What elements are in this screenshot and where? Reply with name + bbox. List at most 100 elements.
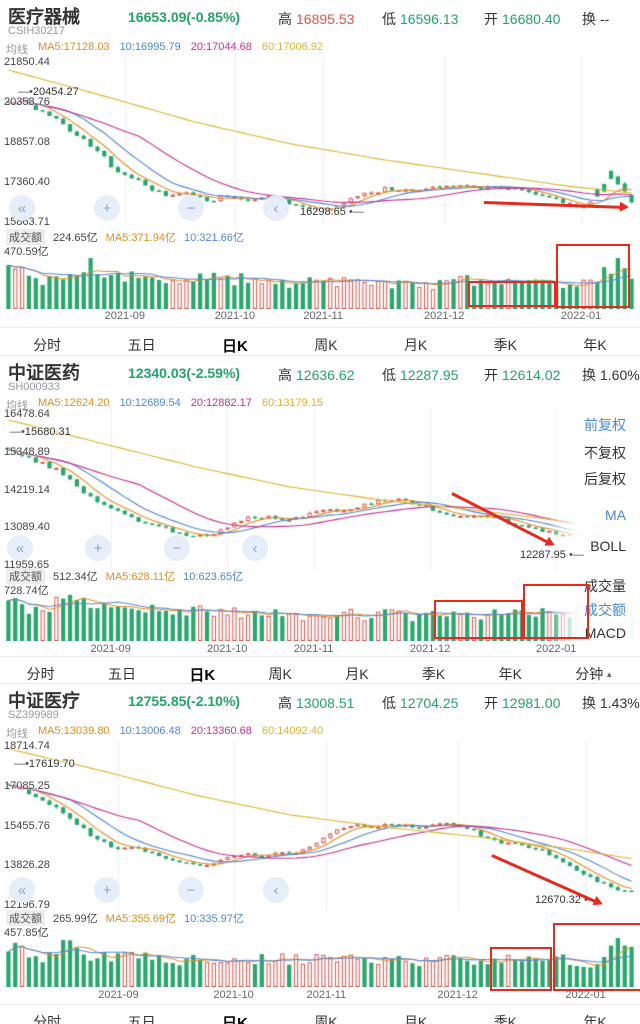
high-pair: 高 12636.62 (278, 365, 354, 385)
rewind-button[interactable]: « (9, 877, 35, 903)
low-annotation: 12287.95 •— (520, 549, 584, 561)
volume-max-label: 728.74亿 (4, 585, 49, 597)
menu-not-adjusted[interactable]: 不复权 (582, 442, 628, 464)
index-code: SZ399989 (8, 709, 59, 721)
volume-chart-canvas[interactable] (0, 587, 640, 641)
highlight-box (434, 600, 523, 639)
rewind-button[interactable]: « (7, 535, 33, 561)
tab-weekly-k[interactable]: 周K (268, 666, 292, 682)
turnover-label: 换 (582, 695, 596, 711)
tab-quarterly-k[interactable]: 季K (421, 666, 446, 682)
date-axis: 2021-09 2021-10 2021-11 2021-12 2022-01 (0, 989, 640, 1003)
tab-monthly-k[interactable]: 月K (403, 1014, 428, 1024)
tab-five-day[interactable]: 五日 (108, 666, 137, 682)
x-axis-label: 2021-11 (293, 643, 334, 655)
tab-five-day[interactable]: 五日 (127, 1014, 156, 1024)
x-axis-label: 2022-01 (560, 310, 602, 322)
y-axis-label: 18857.08 (4, 135, 50, 148)
zoom-out-button[interactable]: − (178, 877, 204, 903)
y-axis-label: 16478.64 (4, 408, 50, 420)
zoom-in-button[interactable]: + (85, 535, 111, 561)
menu-forward-adjusted[interactable]: 前复权 (582, 414, 628, 436)
tab-quarterly-k[interactable]: 季K (493, 1014, 518, 1024)
menu-ma[interactable]: MA (603, 506, 628, 524)
high-value: 16895.53 (296, 11, 355, 27)
volume-ma10: 10:321.66亿 (183, 232, 244, 244)
step-back-button[interactable]: ‹ (263, 877, 289, 903)
menu-turnover-amount[interactable]: 成交额 (582, 599, 628, 621)
zoom-in-button[interactable]: + (94, 877, 120, 903)
menu-boll[interactable]: BOLL (588, 537, 628, 555)
ma20-value: 20:13360.68 (190, 725, 252, 737)
date-axis: 2021-09 2021-10 2021-11 2021-12 2022-01 (0, 643, 640, 657)
tab-daily-k[interactable]: 日K (222, 1012, 248, 1024)
zoom-out-button[interactable]: − (178, 195, 204, 221)
volume-value: 265.99亿 (53, 913, 98, 925)
zoom-in-button[interactable]: + (94, 195, 120, 221)
tab-yearly-k[interactable]: 年K (583, 1014, 607, 1024)
x-axis-label: 2021-11 (306, 989, 347, 1001)
index-title: 医疗器械 (8, 7, 80, 27)
volume-ma5: MA5:371.94亿 (105, 232, 176, 244)
high-label: 高 (278, 367, 292, 383)
menu-volume[interactable]: 成交量 (582, 575, 628, 597)
volume-ma5: MA5:628.11亿 (105, 571, 176, 583)
tab-weekly-k[interactable]: 周K (314, 1014, 338, 1024)
annotation-marker-icon: —• (18, 86, 33, 98)
step-back-button[interactable]: ‹ (242, 535, 268, 561)
annotation-marker-icon: —• (14, 758, 29, 770)
menu-backward-adjusted[interactable]: 后复权 (582, 468, 628, 490)
x-axis-label: 2021-10 (207, 643, 248, 655)
volume-type-chip[interactable]: 成交额 (6, 568, 45, 584)
y-axis-label: 20353.76 (4, 95, 50, 108)
y-axis-label: 14219.14 (4, 483, 50, 496)
tab-yearly-k[interactable]: 年K (583, 337, 607, 353)
ma-legend-label: 均线 (6, 728, 28, 740)
tab-quarterly-k[interactable]: 季K (493, 337, 518, 353)
step-back-button[interactable]: ‹ (263, 195, 289, 221)
highlight-box (556, 244, 630, 308)
y-axis-label: 13089.40 (4, 521, 50, 534)
plus-icon: + (93, 539, 103, 557)
x-axis-label: 2021-10 (213, 989, 254, 1001)
tab-weekly-k[interactable]: 周K (314, 337, 338, 353)
high-pair: 高 16895.53 (278, 9, 354, 29)
high-value: 13008.51 (296, 695, 355, 711)
tab-five-day[interactable]: 五日 (127, 337, 156, 353)
rewind-button[interactable]: « (9, 195, 35, 221)
tab-yearly-k[interactable]: 年K (498, 666, 522, 682)
annotation-marker-icon: •— (345, 206, 364, 218)
panel-csi-medical: 中证医疗 SZ399989 12755.85(-2.10%) 高 13008.51… (0, 683, 640, 1024)
ma60-value: 60:13179.15 (261, 397, 324, 409)
ma-legend: 均线 MA5:17128.03 10:16995.79 20:17044.68 … (6, 41, 323, 57)
tab-intraday[interactable]: 分时 (33, 337, 62, 353)
volume-chart-canvas[interactable] (0, 932, 640, 987)
tab-monthly-k[interactable]: 月K (345, 666, 369, 682)
tab-daily-k[interactable]: 日K (222, 335, 248, 355)
volume-type-chip[interactable]: 成交额 (6, 910, 45, 926)
ma20-value: 20:17044.68 (190, 41, 252, 53)
volume-type-chip[interactable]: 成交额 (6, 229, 45, 245)
tab-daily-k[interactable]: 日K (189, 664, 215, 683)
volume-chart-canvas[interactable] (0, 252, 640, 309)
open-label: 开 (484, 367, 498, 383)
y-axis-label: 17360.40 (4, 175, 50, 188)
zoom-out-button[interactable]: − (164, 535, 190, 561)
volume-ma10: 10:623.65亿 (183, 571, 244, 583)
ma5-value: MA5:13039.80 (38, 725, 110, 737)
tab-intraday[interactable]: 分时 (26, 666, 55, 682)
y-axis-label: 12196.79 (4, 899, 50, 911)
turnover-value: 1.60% (600, 367, 640, 383)
ma-legend: 均线 MA5:12624.20 10:12689.54 20:12882.17 … (6, 397, 323, 413)
low-value: 12704.25 (400, 695, 459, 711)
tab-minute-k[interactable]: 分钟 ▲ (575, 666, 614, 682)
x-axis-label: 2021-09 (104, 310, 145, 322)
ma60-value: 60:17006.92 (261, 41, 324, 53)
volume-ma5: MA5:355.69亿 (105, 913, 176, 925)
open-value: 12614.02 (502, 367, 561, 383)
menu-macd[interactable]: MACD (582, 624, 628, 642)
index-code: SH000933 (8, 381, 60, 393)
tab-monthly-k[interactable]: 月K (403, 337, 428, 353)
tab-intraday[interactable]: 分时 (33, 1014, 62, 1024)
x-axis-label: 2021-09 (98, 989, 139, 1001)
